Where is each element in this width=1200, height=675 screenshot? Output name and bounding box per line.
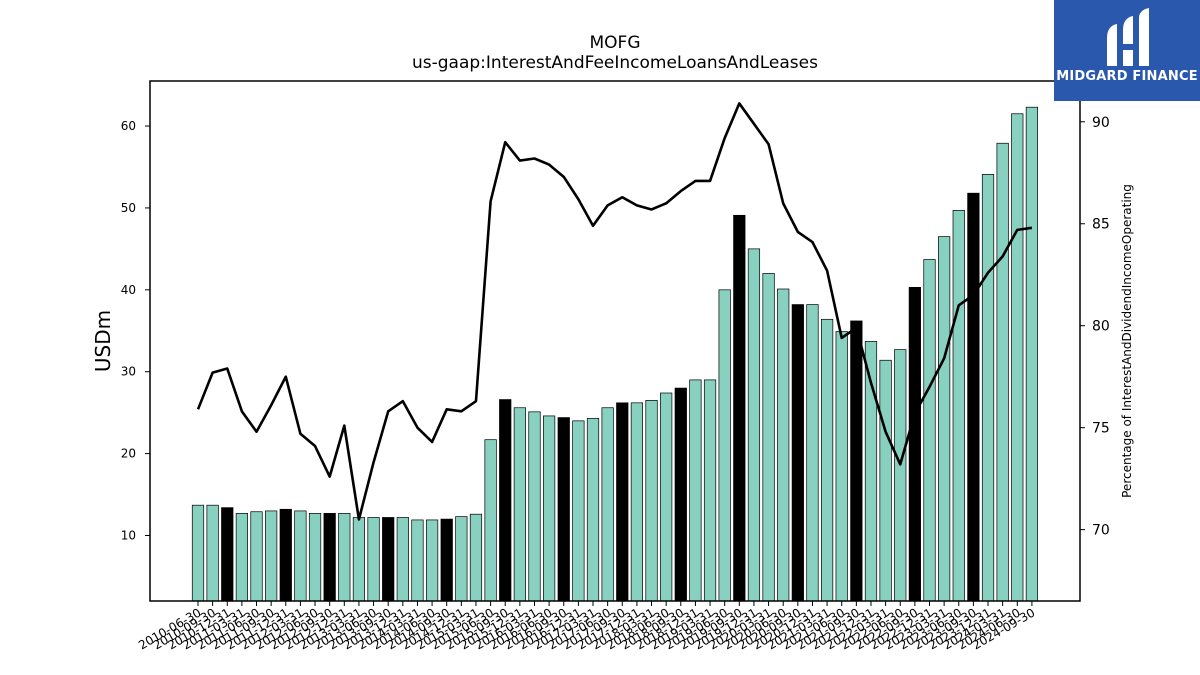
bar bbox=[235, 513, 248, 602]
logo-mark-icon bbox=[1107, 8, 1149, 66]
bar bbox=[1025, 106, 1039, 602]
y-axis-label: USDm bbox=[91, 310, 115, 372]
bar bbox=[265, 510, 278, 602]
bar bbox=[645, 400, 658, 602]
bar bbox=[981, 174, 995, 602]
bar bbox=[747, 248, 761, 602]
line-layer bbox=[196, 102, 1033, 521]
bar bbox=[718, 289, 731, 602]
bar bbox=[396, 517, 409, 602]
bar bbox=[967, 192, 980, 602]
bar bbox=[791, 304, 804, 602]
bar bbox=[1011, 113, 1024, 602]
bar bbox=[455, 516, 468, 602]
bar bbox=[499, 399, 512, 602]
bar bbox=[660, 392, 673, 602]
bar bbox=[586, 418, 600, 602]
bar bbox=[557, 417, 570, 602]
bar bbox=[733, 214, 746, 602]
logo-text: MIDGARD FINANCE bbox=[1056, 69, 1198, 84]
bar bbox=[323, 513, 336, 602]
plot-frame bbox=[149, 80, 1081, 602]
bar bbox=[279, 508, 292, 602]
chart-subtitle: us-gaap:InterestAndFeeIncomeLoansAndLeas… bbox=[412, 53, 818, 73]
y2-axis-label: Percentage of InterestAndDividendIncomeO… bbox=[1120, 184, 1134, 498]
y-tick-label: 60 bbox=[121, 119, 136, 133]
y-tick-label: 10 bbox=[121, 528, 136, 542]
bar bbox=[484, 439, 497, 602]
x-axis-ticks: 2010-06-302010-09-302010-12-312011-03-31… bbox=[136, 601, 1037, 652]
bar bbox=[996, 142, 1009, 602]
y-tick-label: 20 bbox=[121, 447, 136, 461]
bar bbox=[308, 513, 322, 602]
bar bbox=[806, 304, 819, 602]
bar bbox=[616, 402, 629, 602]
y-tick-label: 40 bbox=[121, 283, 136, 297]
bar bbox=[850, 320, 863, 602]
bar bbox=[777, 288, 790, 602]
y2-tick-label: 75 bbox=[1092, 421, 1110, 437]
bar bbox=[938, 236, 951, 602]
bar bbox=[191, 504, 205, 602]
chart-title: MOFG bbox=[590, 33, 641, 53]
bar bbox=[250, 511, 263, 602]
bar bbox=[440, 518, 453, 602]
bar bbox=[674, 387, 687, 602]
bar bbox=[411, 519, 424, 602]
series-line bbox=[196, 102, 1033, 521]
y2-tick-label: 70 bbox=[1092, 523, 1110, 539]
bar bbox=[382, 517, 395, 602]
y2-tick-label: 85 bbox=[1092, 217, 1110, 233]
bar bbox=[820, 318, 834, 602]
right-axis-ticks: 70 75 80 85 90 bbox=[1080, 115, 1110, 539]
bar bbox=[703, 379, 717, 602]
bar bbox=[367, 517, 380, 602]
bar bbox=[352, 517, 366, 602]
bar bbox=[221, 507, 234, 602]
y2-tick-label: 80 bbox=[1092, 319, 1110, 335]
bar bbox=[630, 402, 644, 602]
bar bbox=[762, 273, 775, 602]
bar bbox=[908, 287, 921, 602]
bar bbox=[425, 519, 439, 602]
bar-group bbox=[191, 106, 1039, 602]
y-tick-label: 50 bbox=[121, 201, 136, 215]
bar bbox=[689, 379, 702, 602]
bar bbox=[294, 510, 307, 602]
bar bbox=[528, 411, 541, 602]
bar bbox=[543, 415, 556, 602]
brand-logo: MIDGARD FINANCE bbox=[1054, 0, 1200, 101]
y2-tick-label: 90 bbox=[1092, 115, 1110, 131]
bar bbox=[601, 407, 614, 602]
bar bbox=[923, 259, 936, 602]
bar bbox=[952, 210, 965, 602]
bar bbox=[835, 331, 848, 602]
bar bbox=[894, 349, 907, 602]
bar bbox=[338, 513, 351, 602]
bar bbox=[469, 513, 483, 602]
bar bbox=[513, 407, 526, 602]
left-axis-ticks: 10 20 30 40 50 60 bbox=[121, 119, 150, 542]
bar bbox=[206, 504, 219, 602]
y-tick-label: 30 bbox=[121, 365, 136, 379]
bar bbox=[879, 359, 892, 602]
bar bbox=[572, 420, 585, 602]
